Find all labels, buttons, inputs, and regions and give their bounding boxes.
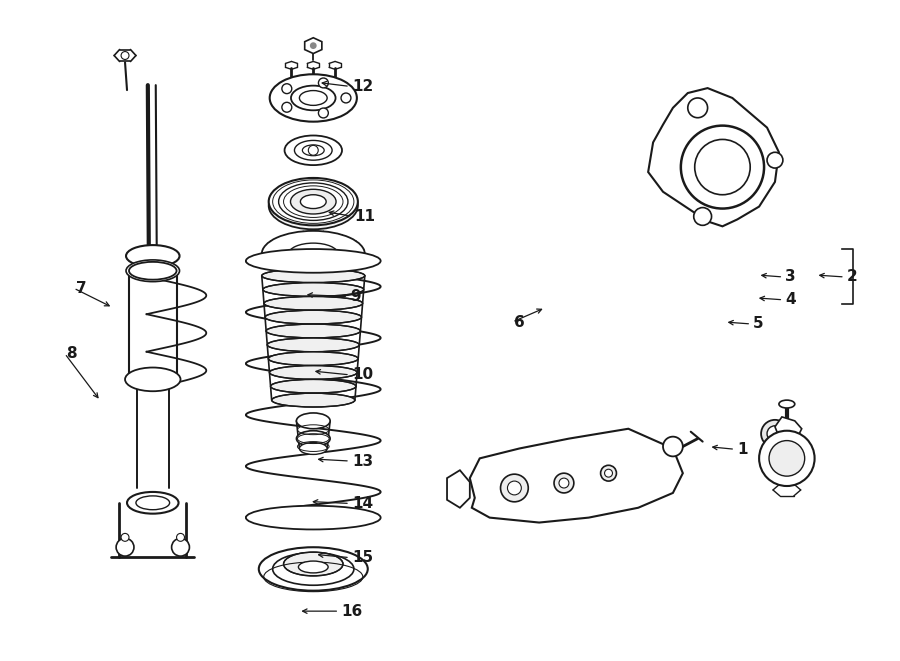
Text: 15: 15 — [352, 550, 373, 565]
Text: 16: 16 — [341, 603, 363, 619]
Text: 9: 9 — [350, 289, 361, 304]
Ellipse shape — [273, 553, 354, 585]
Text: 10: 10 — [352, 368, 373, 382]
Polygon shape — [775, 417, 802, 439]
Ellipse shape — [302, 145, 324, 156]
Circle shape — [172, 538, 189, 556]
Ellipse shape — [269, 182, 358, 229]
Ellipse shape — [269, 178, 358, 225]
Ellipse shape — [126, 260, 179, 282]
Polygon shape — [305, 38, 322, 54]
Ellipse shape — [129, 370, 176, 388]
Circle shape — [767, 426, 783, 442]
Text: 12: 12 — [352, 79, 374, 94]
Polygon shape — [648, 88, 778, 226]
Ellipse shape — [262, 269, 364, 283]
Text: 14: 14 — [352, 496, 373, 511]
Ellipse shape — [126, 245, 179, 267]
Ellipse shape — [284, 552, 343, 576]
Ellipse shape — [291, 86, 336, 110]
Polygon shape — [470, 429, 683, 523]
Polygon shape — [447, 470, 470, 508]
Ellipse shape — [266, 310, 362, 324]
Text: 11: 11 — [355, 209, 375, 224]
Circle shape — [554, 473, 574, 493]
Ellipse shape — [272, 393, 355, 407]
Ellipse shape — [125, 368, 181, 391]
Ellipse shape — [267, 338, 359, 352]
Circle shape — [310, 43, 316, 48]
Ellipse shape — [246, 249, 381, 273]
Circle shape — [688, 98, 707, 118]
Circle shape — [176, 533, 184, 541]
Circle shape — [319, 78, 328, 88]
Circle shape — [761, 420, 788, 447]
Text: 6: 6 — [514, 315, 525, 330]
Text: 7: 7 — [76, 280, 86, 295]
Text: 13: 13 — [352, 453, 373, 469]
Ellipse shape — [299, 561, 328, 573]
Ellipse shape — [262, 231, 364, 277]
Circle shape — [500, 474, 528, 502]
Ellipse shape — [279, 183, 348, 220]
Circle shape — [282, 84, 292, 94]
Circle shape — [341, 93, 351, 103]
Ellipse shape — [300, 443, 327, 454]
Circle shape — [605, 469, 613, 477]
Ellipse shape — [266, 324, 360, 338]
Circle shape — [282, 102, 292, 112]
Circle shape — [767, 152, 783, 168]
Circle shape — [600, 465, 617, 481]
Circle shape — [680, 126, 764, 209]
Circle shape — [663, 437, 683, 456]
Circle shape — [122, 52, 129, 59]
Ellipse shape — [127, 492, 178, 514]
Ellipse shape — [294, 140, 332, 160]
Ellipse shape — [291, 189, 336, 214]
Text: 3: 3 — [786, 270, 796, 284]
Circle shape — [695, 139, 751, 195]
Circle shape — [319, 108, 328, 118]
Ellipse shape — [269, 366, 357, 379]
Ellipse shape — [136, 496, 169, 510]
Ellipse shape — [301, 195, 326, 209]
Ellipse shape — [271, 379, 356, 393]
Ellipse shape — [296, 413, 330, 429]
Text: 8: 8 — [67, 346, 77, 361]
Ellipse shape — [270, 74, 357, 122]
Ellipse shape — [246, 506, 381, 529]
Text: 2: 2 — [847, 270, 858, 284]
Circle shape — [116, 538, 134, 556]
Ellipse shape — [296, 431, 330, 447]
Ellipse shape — [264, 296, 363, 310]
Ellipse shape — [778, 400, 795, 408]
Ellipse shape — [259, 547, 368, 591]
Ellipse shape — [284, 136, 342, 165]
Text: 4: 4 — [786, 292, 796, 307]
Circle shape — [759, 431, 814, 486]
Text: 5: 5 — [753, 317, 764, 331]
Circle shape — [559, 478, 569, 488]
Ellipse shape — [263, 283, 364, 296]
Circle shape — [508, 481, 521, 495]
Circle shape — [122, 533, 129, 541]
Ellipse shape — [129, 262, 176, 280]
Circle shape — [694, 208, 712, 225]
Circle shape — [769, 441, 805, 476]
Text: 1: 1 — [737, 442, 748, 457]
Ellipse shape — [300, 91, 327, 105]
Circle shape — [309, 145, 319, 155]
Ellipse shape — [289, 243, 338, 265]
Ellipse shape — [268, 352, 358, 366]
